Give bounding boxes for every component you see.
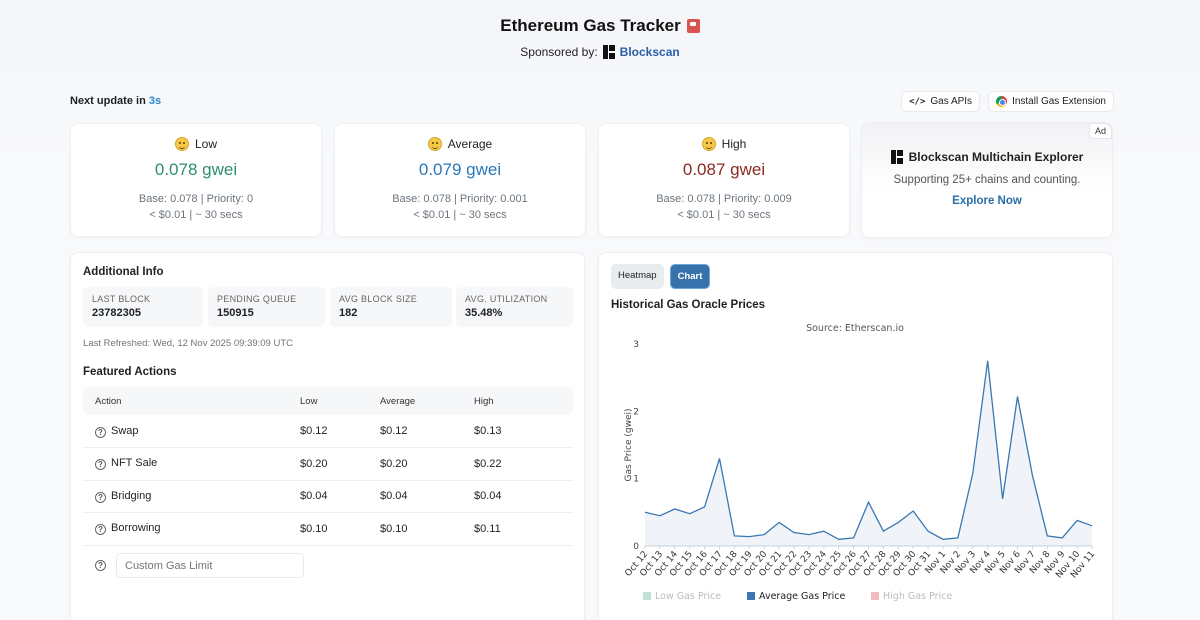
additional-info-title: Additional Info bbox=[83, 266, 164, 278]
sponsor-link[interactable]: Blockscan bbox=[619, 45, 680, 59]
column-header: Low bbox=[300, 387, 380, 415]
chart-subtitle: Source: Etherscan.io bbox=[806, 323, 904, 334]
question-icon[interactable]: ? bbox=[95, 560, 106, 571]
top-buttons: </> Gas APIs Install Gas Extension bbox=[901, 91, 1114, 112]
featured-actions-title: Featured Actions bbox=[83, 366, 177, 378]
column-header: High bbox=[474, 387, 573, 415]
code-icon: </> bbox=[909, 96, 926, 107]
gas-card-average: Average 0.079 gwei Base: 0.078 | Priorit… bbox=[334, 123, 586, 237]
featured-actions-table: Action Low Average High ? Swap $0.12 $0.1… bbox=[83, 387, 573, 546]
stat-avg-utilization: AVG. UTILIZATION 35.48% bbox=[456, 287, 573, 327]
y-axis-label: Gas Price (gwei) bbox=[624, 409, 634, 482]
gas-card-label: Low bbox=[194, 137, 217, 151]
gas-apis-button[interactable]: </> Gas APIs bbox=[901, 91, 981, 112]
gas-card-base: Base: 0.078 | Priority: 0 bbox=[138, 193, 254, 205]
gas-card-base: Base: 0.078 | Priority: 0.009 bbox=[656, 193, 792, 205]
gas-card-value: 0.079 gwei bbox=[418, 160, 502, 179]
stat-avg-block-size: AVG BLOCK SIZE 182 bbox=[330, 287, 452, 327]
y-tick-label: 3 bbox=[633, 340, 639, 350]
gas-card-label: Average bbox=[447, 137, 493, 151]
page-title: Ethereum Gas Tracker bbox=[500, 16, 700, 36]
column-header: Average bbox=[380, 387, 474, 415]
legend-swatch bbox=[747, 592, 755, 600]
table-row: ? Bridging $0.04 $0.04 $0.04 bbox=[83, 480, 573, 513]
gas-card-cost: < $0.01 | ~ 30 secs bbox=[413, 209, 507, 221]
additional-info-card: Additional Info LAST BLOCK 23782305 PEND… bbox=[70, 252, 585, 620]
gas-card-label: High bbox=[721, 137, 747, 151]
table-row: ? Swap $0.12 $0.12 $0.13 bbox=[83, 415, 573, 448]
y-tick-label: 1 bbox=[633, 475, 639, 485]
tab-chart[interactable]: Chart bbox=[669, 264, 711, 289]
chrome-icon bbox=[996, 96, 1008, 107]
install-extension-button[interactable]: Install Gas Extension bbox=[988, 91, 1114, 112]
gas-price-chart: Source: Etherscan.io 0 1 2 3 Gas Price (gwei)… bbox=[623, 323, 1097, 602]
ad-tag: Ad bbox=[1088, 123, 1112, 139]
series-line bbox=[644, 360, 1093, 540]
gas-card-value: 0.087 gwei bbox=[682, 160, 766, 179]
stat-last-block: LAST BLOCK 23782305 bbox=[83, 287, 203, 327]
next-update: Next update in 3s bbox=[70, 95, 162, 107]
legend-item: Average Gas Price bbox=[759, 591, 846, 602]
legend-item: Low Gas Price bbox=[655, 591, 721, 602]
sponsor-line: Sponsored by: Blockscan bbox=[520, 45, 680, 59]
y-tick-label: 2 bbox=[633, 407, 639, 417]
chart-card: Heatmap Chart Historical Gas Oracle Pric… bbox=[598, 252, 1113, 620]
table-row: ? Borrowing $0.10 $0.10 $0.11 bbox=[83, 512, 573, 546]
legend-item: High Gas Price bbox=[883, 591, 952, 602]
grin-icon bbox=[427, 137, 442, 151]
gas-card-cost: < $0.01 | ~ 30 secs bbox=[149, 209, 243, 221]
question-icon[interactable]: ? bbox=[95, 459, 106, 471]
chart-section-title: Historical Gas Oracle Prices bbox=[611, 299, 766, 311]
question-icon[interactable]: ? bbox=[95, 426, 106, 438]
question-icon[interactable]: ? bbox=[95, 491, 106, 503]
next-update-seconds: 3s bbox=[148, 95, 162, 107]
header: Ethereum Gas Tracker Sponsored by: Block… bbox=[0, 16, 1200, 59]
gas-card-value: 0.078 gwei bbox=[154, 160, 238, 179]
ad-title: Blockscan Multichain Explorer bbox=[862, 150, 1112, 164]
gas-card-cost: < $0.01 | ~ 30 secs bbox=[677, 209, 771, 221]
question-icon[interactable]: ? bbox=[95, 524, 106, 536]
blockscan-logo-icon bbox=[890, 150, 903, 164]
series-area bbox=[645, 360, 1092, 546]
custom-gas-row: ? bbox=[95, 553, 304, 578]
y-tick-label: 0 bbox=[633, 542, 639, 552]
column-header: Action bbox=[83, 387, 300, 415]
gas-pump-icon bbox=[686, 19, 700, 33]
table-row: ? NFT Sale $0.20 $0.20 $0.22 bbox=[83, 447, 573, 481]
blockscan-logo-icon bbox=[602, 45, 615, 59]
frown-icon bbox=[701, 137, 716, 151]
gas-card-high: High 0.087 gwei Base: 0.078 | Priority: … bbox=[598, 123, 850, 237]
tab-heatmap[interactable]: Heatmap bbox=[611, 264, 664, 289]
legend-swatch bbox=[643, 592, 651, 600]
ad-card[interactable]: Ad Blockscan Multichain Explorer Support… bbox=[861, 122, 1113, 238]
custom-gas-limit-input[interactable] bbox=[116, 553, 304, 578]
last-refreshed: Last Refreshed: Wed, 12 Nov 2025 09:39:0… bbox=[83, 338, 294, 349]
smiley-icon bbox=[174, 137, 189, 151]
chart-tabs: Heatmap Chart bbox=[611, 264, 711, 289]
table-header-row: Action Low Average High bbox=[83, 387, 573, 415]
legend-swatch bbox=[871, 592, 879, 600]
ad-subtitle: Supporting 25+ chains and counting. bbox=[893, 174, 1081, 186]
explore-now-link[interactable]: Explore Now bbox=[952, 195, 1022, 207]
gas-card-base: Base: 0.078 | Priority: 0.001 bbox=[392, 193, 528, 205]
stat-pending-queue: PENDING QUEUE 150915 bbox=[208, 287, 325, 327]
gas-card-low: Low 0.078 gwei Base: 0.078 | Priority: 0… bbox=[70, 123, 322, 237]
